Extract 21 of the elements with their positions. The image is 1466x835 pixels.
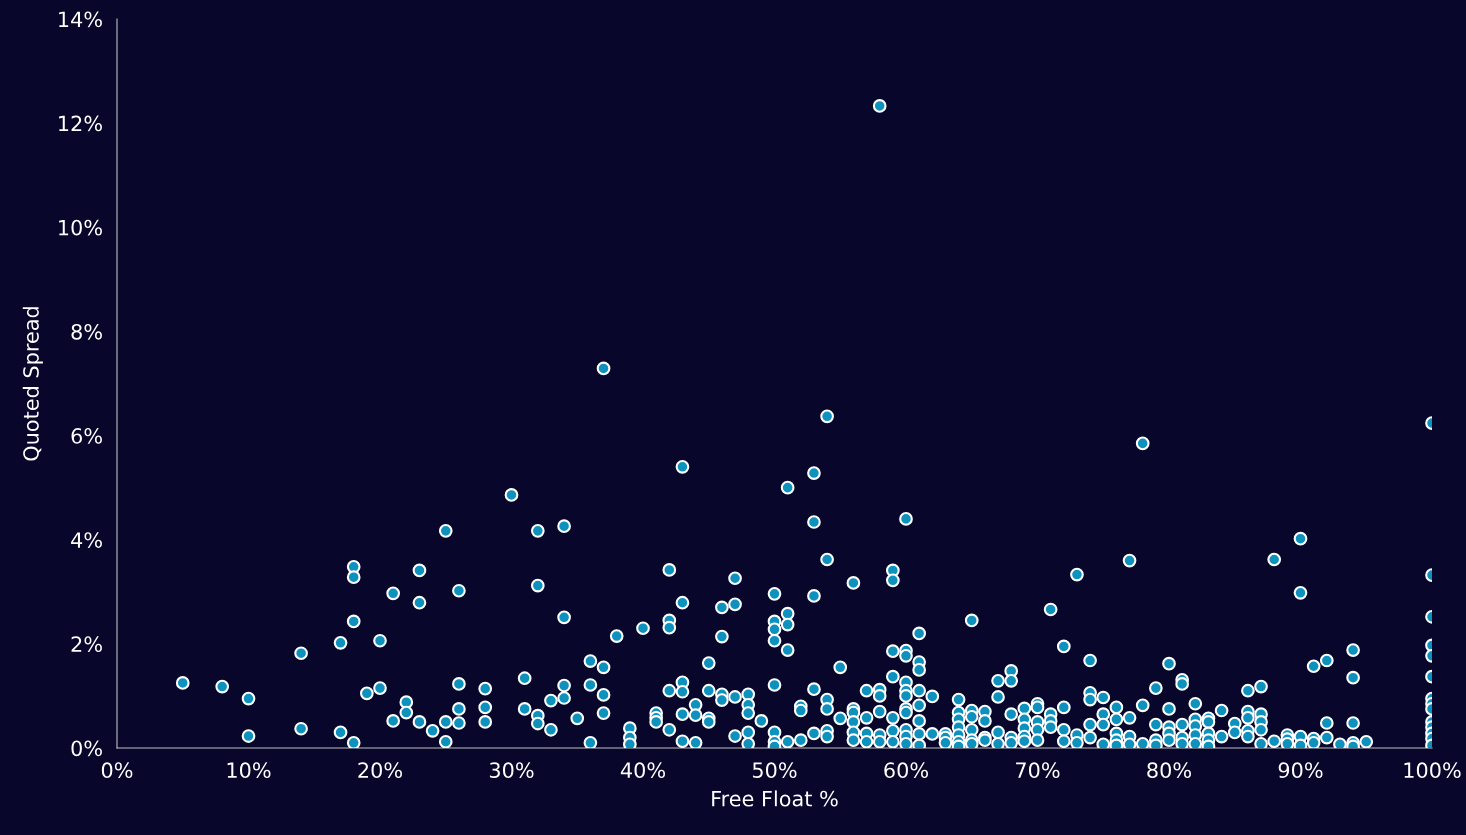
x-tick-label: 10% (227, 762, 271, 779)
y-tick-label: 4% (71, 532, 102, 548)
y-tick-label: 12% (59, 115, 102, 132)
y-tick-label: 10% (59, 219, 102, 236)
x-axis-title: Free Float % (712, 790, 838, 807)
x-tick-label: 70% (1016, 762, 1060, 779)
x-tick-label: 60% (884, 762, 928, 779)
x-tick-label: 100% (1404, 762, 1461, 779)
y-tick-label: 14% (59, 11, 102, 28)
y-tick-label: 2% (71, 636, 102, 653)
y-tick-label: 8% (71, 323, 102, 340)
x-tick-label: 0% (101, 762, 133, 779)
x-tick-label: 50% (752, 762, 797, 779)
x-tick-label: 80% (1147, 762, 1191, 779)
x-tick-label: 20% (358, 762, 402, 779)
x-tick-label: 30% (489, 762, 534, 779)
x-tick-label: 40% (620, 762, 665, 779)
y-tick-label: 6% (71, 428, 102, 444)
y-tick-label: 0% (71, 740, 102, 757)
x-tick-label: 90% (1278, 762, 1323, 779)
y-axis-title: Quoted Spread (22, 307, 43, 461)
